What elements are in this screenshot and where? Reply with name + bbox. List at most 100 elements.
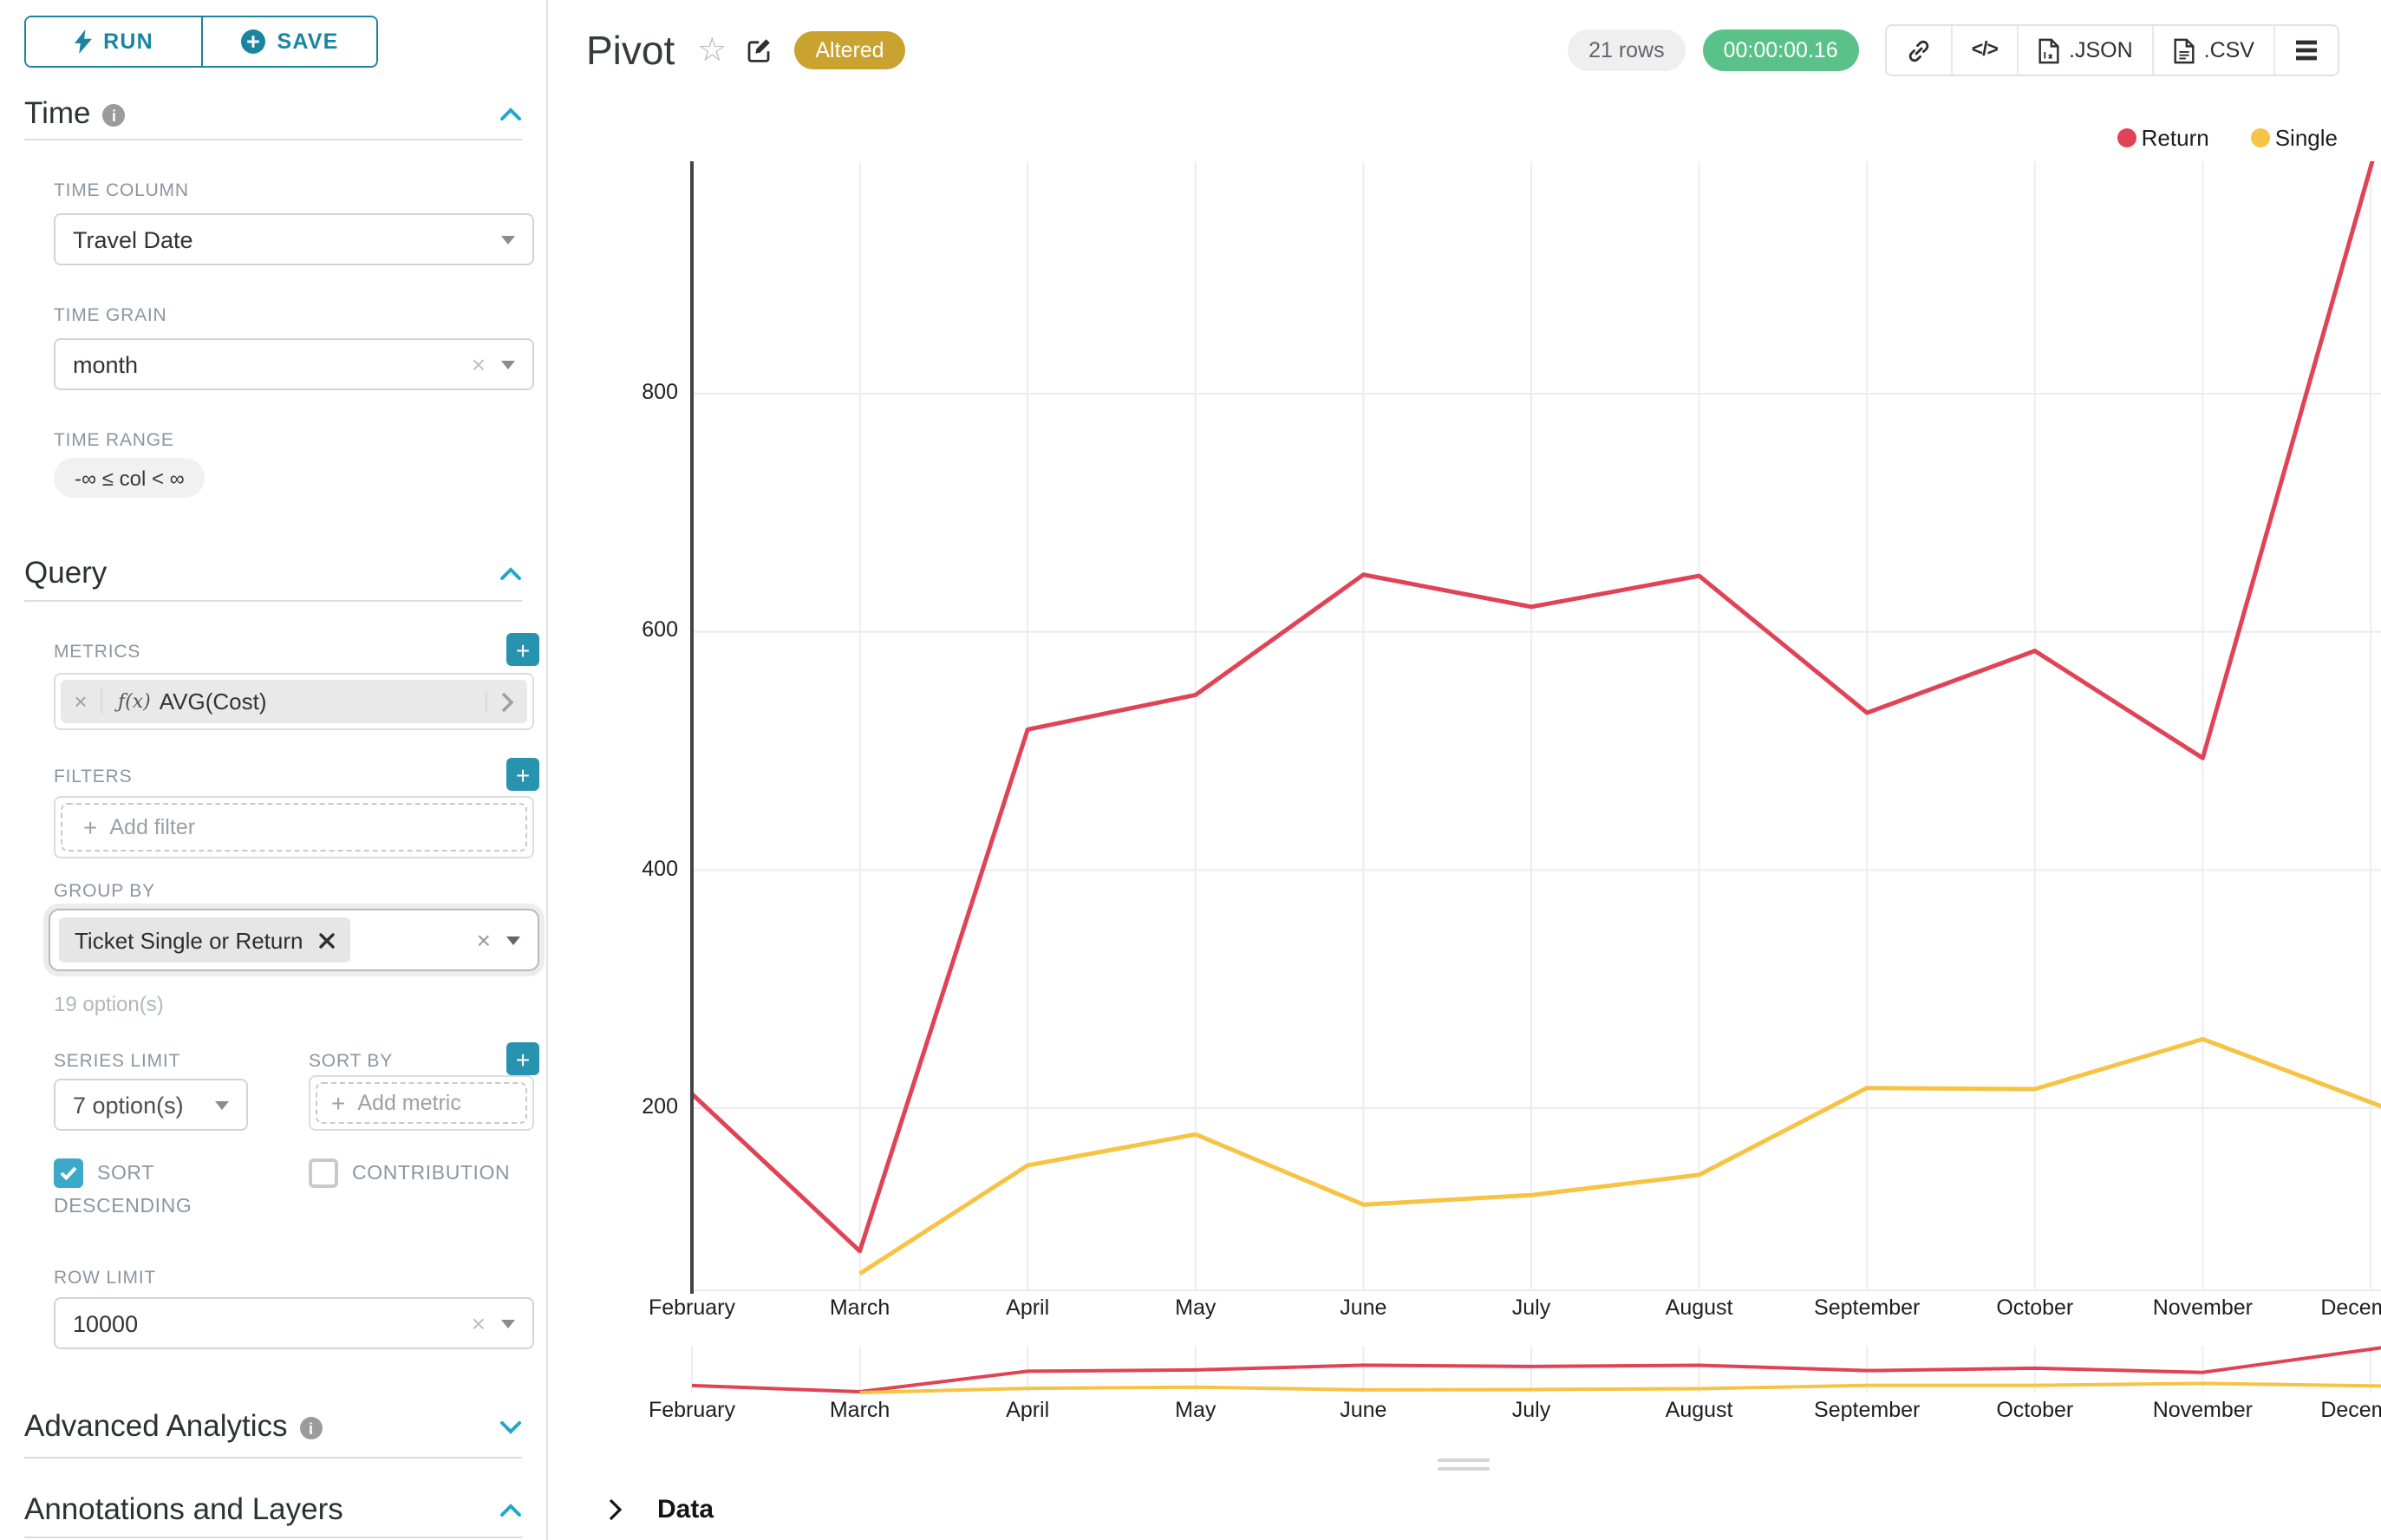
legend-item-return[interactable]: Return <box>2117 125 2209 151</box>
add-filter-dropzone[interactable]: + Add filter <box>61 803 527 852</box>
expand-metric-icon[interactable] <box>486 691 527 712</box>
query-section-collapse[interactable] <box>499 566 522 580</box>
divider <box>24 139 522 140</box>
row-limit-select[interactable]: 10000 × <box>54 1297 534 1349</box>
divider <box>24 1457 522 1458</box>
x-axis-label: October <box>1996 1398 2074 1422</box>
run-label: RUN <box>103 29 153 54</box>
panel-divider[interactable] <box>546 0 548 1540</box>
legend-label-single: Single <box>2274 125 2338 151</box>
caret-down-icon <box>501 360 515 369</box>
export-csv-button[interactable]: .CSV <box>2151 26 2273 75</box>
remove-metric-icon[interactable]: × <box>61 688 102 715</box>
code-icon: </> <box>1971 40 1999 61</box>
info-circle-icon: i <box>299 1417 323 1439</box>
x-axis-label: November <box>2152 1398 2254 1422</box>
legend-dot-single <box>2250 128 2270 147</box>
chart-header: Pivot ☆ Altered 21 rows 00:00:00.16 </> … <box>586 23 2339 78</box>
add-sort-metric-dropzone[interactable]: + Add metric <box>316 1082 527 1124</box>
time-section-collapse[interactable] <box>499 107 522 121</box>
chevron-up-icon <box>500 1503 521 1516</box>
x-axis-label: December <box>2320 1398 2381 1422</box>
query-timer-badge: 00:00:00.16 <box>1702 29 1859 71</box>
sort-descending-label-1: SORT <box>97 1164 154 1184</box>
y-axis-tick: 400 <box>642 856 678 881</box>
group-by-label: GROUP BY <box>54 881 155 902</box>
contribution-checkbox[interactable] <box>309 1158 338 1188</box>
metrics-label: METRICS <box>54 642 141 662</box>
run-save-button-group: RUN SAVE <box>24 16 378 68</box>
time-range-value[interactable]: -∞ ≤ col < ∞ <box>54 458 205 498</box>
metric-chip[interactable]: × ƒ(x) AVG(Cost) <box>61 680 527 723</box>
sort-descending-label-2: DESCENDING <box>54 1197 192 1217</box>
x-axis-label: June <box>1340 1398 1387 1422</box>
sort-descending-checkbox[interactable] <box>54 1158 83 1188</box>
clear-icon[interactable]: × <box>471 350 486 378</box>
add-sort-metric-button[interactable]: + <box>506 1042 539 1075</box>
legend-item-single[interactable]: Single <box>2250 125 2338 151</box>
x-axis-label: April <box>1006 1398 1050 1422</box>
time-column-select[interactable]: Travel Date <box>54 213 534 265</box>
chart-title: Pivot <box>586 27 675 72</box>
chevron-down-icon <box>500 1420 521 1433</box>
time-grain-select[interactable]: month × <box>54 338 534 390</box>
clear-icon[interactable]: × <box>476 926 491 954</box>
check-icon <box>60 1166 77 1181</box>
annotations-collapse[interactable] <box>499 1503 522 1517</box>
add-filter-button[interactable]: + <box>506 758 539 791</box>
time-section-header: Time i <box>24 95 522 132</box>
row-limit-value: 10000 <box>73 1310 139 1336</box>
link-icon <box>1908 39 1928 62</box>
panel-resize-handle[interactable] <box>1438 1458 1490 1476</box>
x-axis-label: March <box>829 1398 890 1422</box>
more-menu-button[interactable] <box>2273 26 2338 75</box>
legend-dot-return <box>2117 128 2136 147</box>
chart-legend: Return Single <box>2117 125 2338 151</box>
x-axis-label: September <box>1814 1295 1921 1320</box>
embed-code-button[interactable]: </> <box>1950 26 2017 75</box>
x-axis-label: July <box>1511 1398 1551 1422</box>
x-axis-label: August <box>1665 1398 1733 1422</box>
edit-properties-icon[interactable] <box>746 36 773 64</box>
x-axis-label: July <box>1511 1295 1551 1320</box>
share-link-button[interactable] <box>1887 26 1951 75</box>
csv-label: .CSV <box>2203 38 2254 62</box>
group-by-select[interactable]: Ticket Single or Return × <box>49 909 539 971</box>
remove-chip-icon[interactable] <box>318 932 335 948</box>
time-grain-label: TIME GRAIN <box>54 305 167 326</box>
add-metric-button[interactable]: + <box>506 633 539 666</box>
favorite-star-icon[interactable]: ☆ <box>697 32 727 69</box>
group-by-chip: Ticket Single or Return <box>59 917 350 962</box>
export-button-group: </> .JSON .CSV <box>1884 24 2339 76</box>
time-column-value: Travel Date <box>73 226 193 252</box>
run-button[interactable]: RUN <box>26 17 201 66</box>
y-axis-tick: 600 <box>642 617 678 643</box>
add-filter-label: Add filter <box>109 815 196 839</box>
time-range-label: TIME RANGE <box>54 430 174 451</box>
divider <box>24 1537 522 1538</box>
export-json-button[interactable]: .JSON <box>2017 26 2152 75</box>
caret-down-icon <box>501 235 515 244</box>
series-limit-value: 7 option(s) <box>73 1092 184 1118</box>
bolt-icon <box>74 29 92 54</box>
metrics-box: × ƒ(x) AVG(Cost) <box>54 673 534 730</box>
control-sidebar: RUN SAVE Time i TIME COLUMN Travel Date … <box>0 0 546 1540</box>
series-limit-label: SERIES LIMIT <box>54 1051 181 1072</box>
x-axis-label: May <box>1175 1398 1217 1422</box>
json-label: .JSON <box>2069 38 2133 62</box>
plus-icon: + <box>83 813 98 841</box>
chevron-up-icon <box>500 107 521 120</box>
contribution-label: CONTRIBUTION <box>352 1164 511 1184</box>
filters-label: FILTERS <box>54 767 133 787</box>
query-section-header: Query <box>24 555 522 591</box>
metric-value: AVG(Cost) <box>159 688 267 715</box>
series-limit-select[interactable]: 7 option(s) <box>54 1079 248 1131</box>
save-button[interactable]: SAVE <box>201 17 376 66</box>
x-axis-label: March <box>829 1295 890 1320</box>
advanced-analytics-expand[interactable] <box>499 1419 522 1433</box>
row-count-badge: 21 rows <box>1568 29 1686 71</box>
data-table-expander[interactable]: Data <box>609 1495 714 1524</box>
plus-icon: + <box>331 1089 346 1117</box>
y-axis-tick: 200 <box>642 1094 678 1119</box>
clear-icon[interactable]: × <box>471 1309 486 1337</box>
